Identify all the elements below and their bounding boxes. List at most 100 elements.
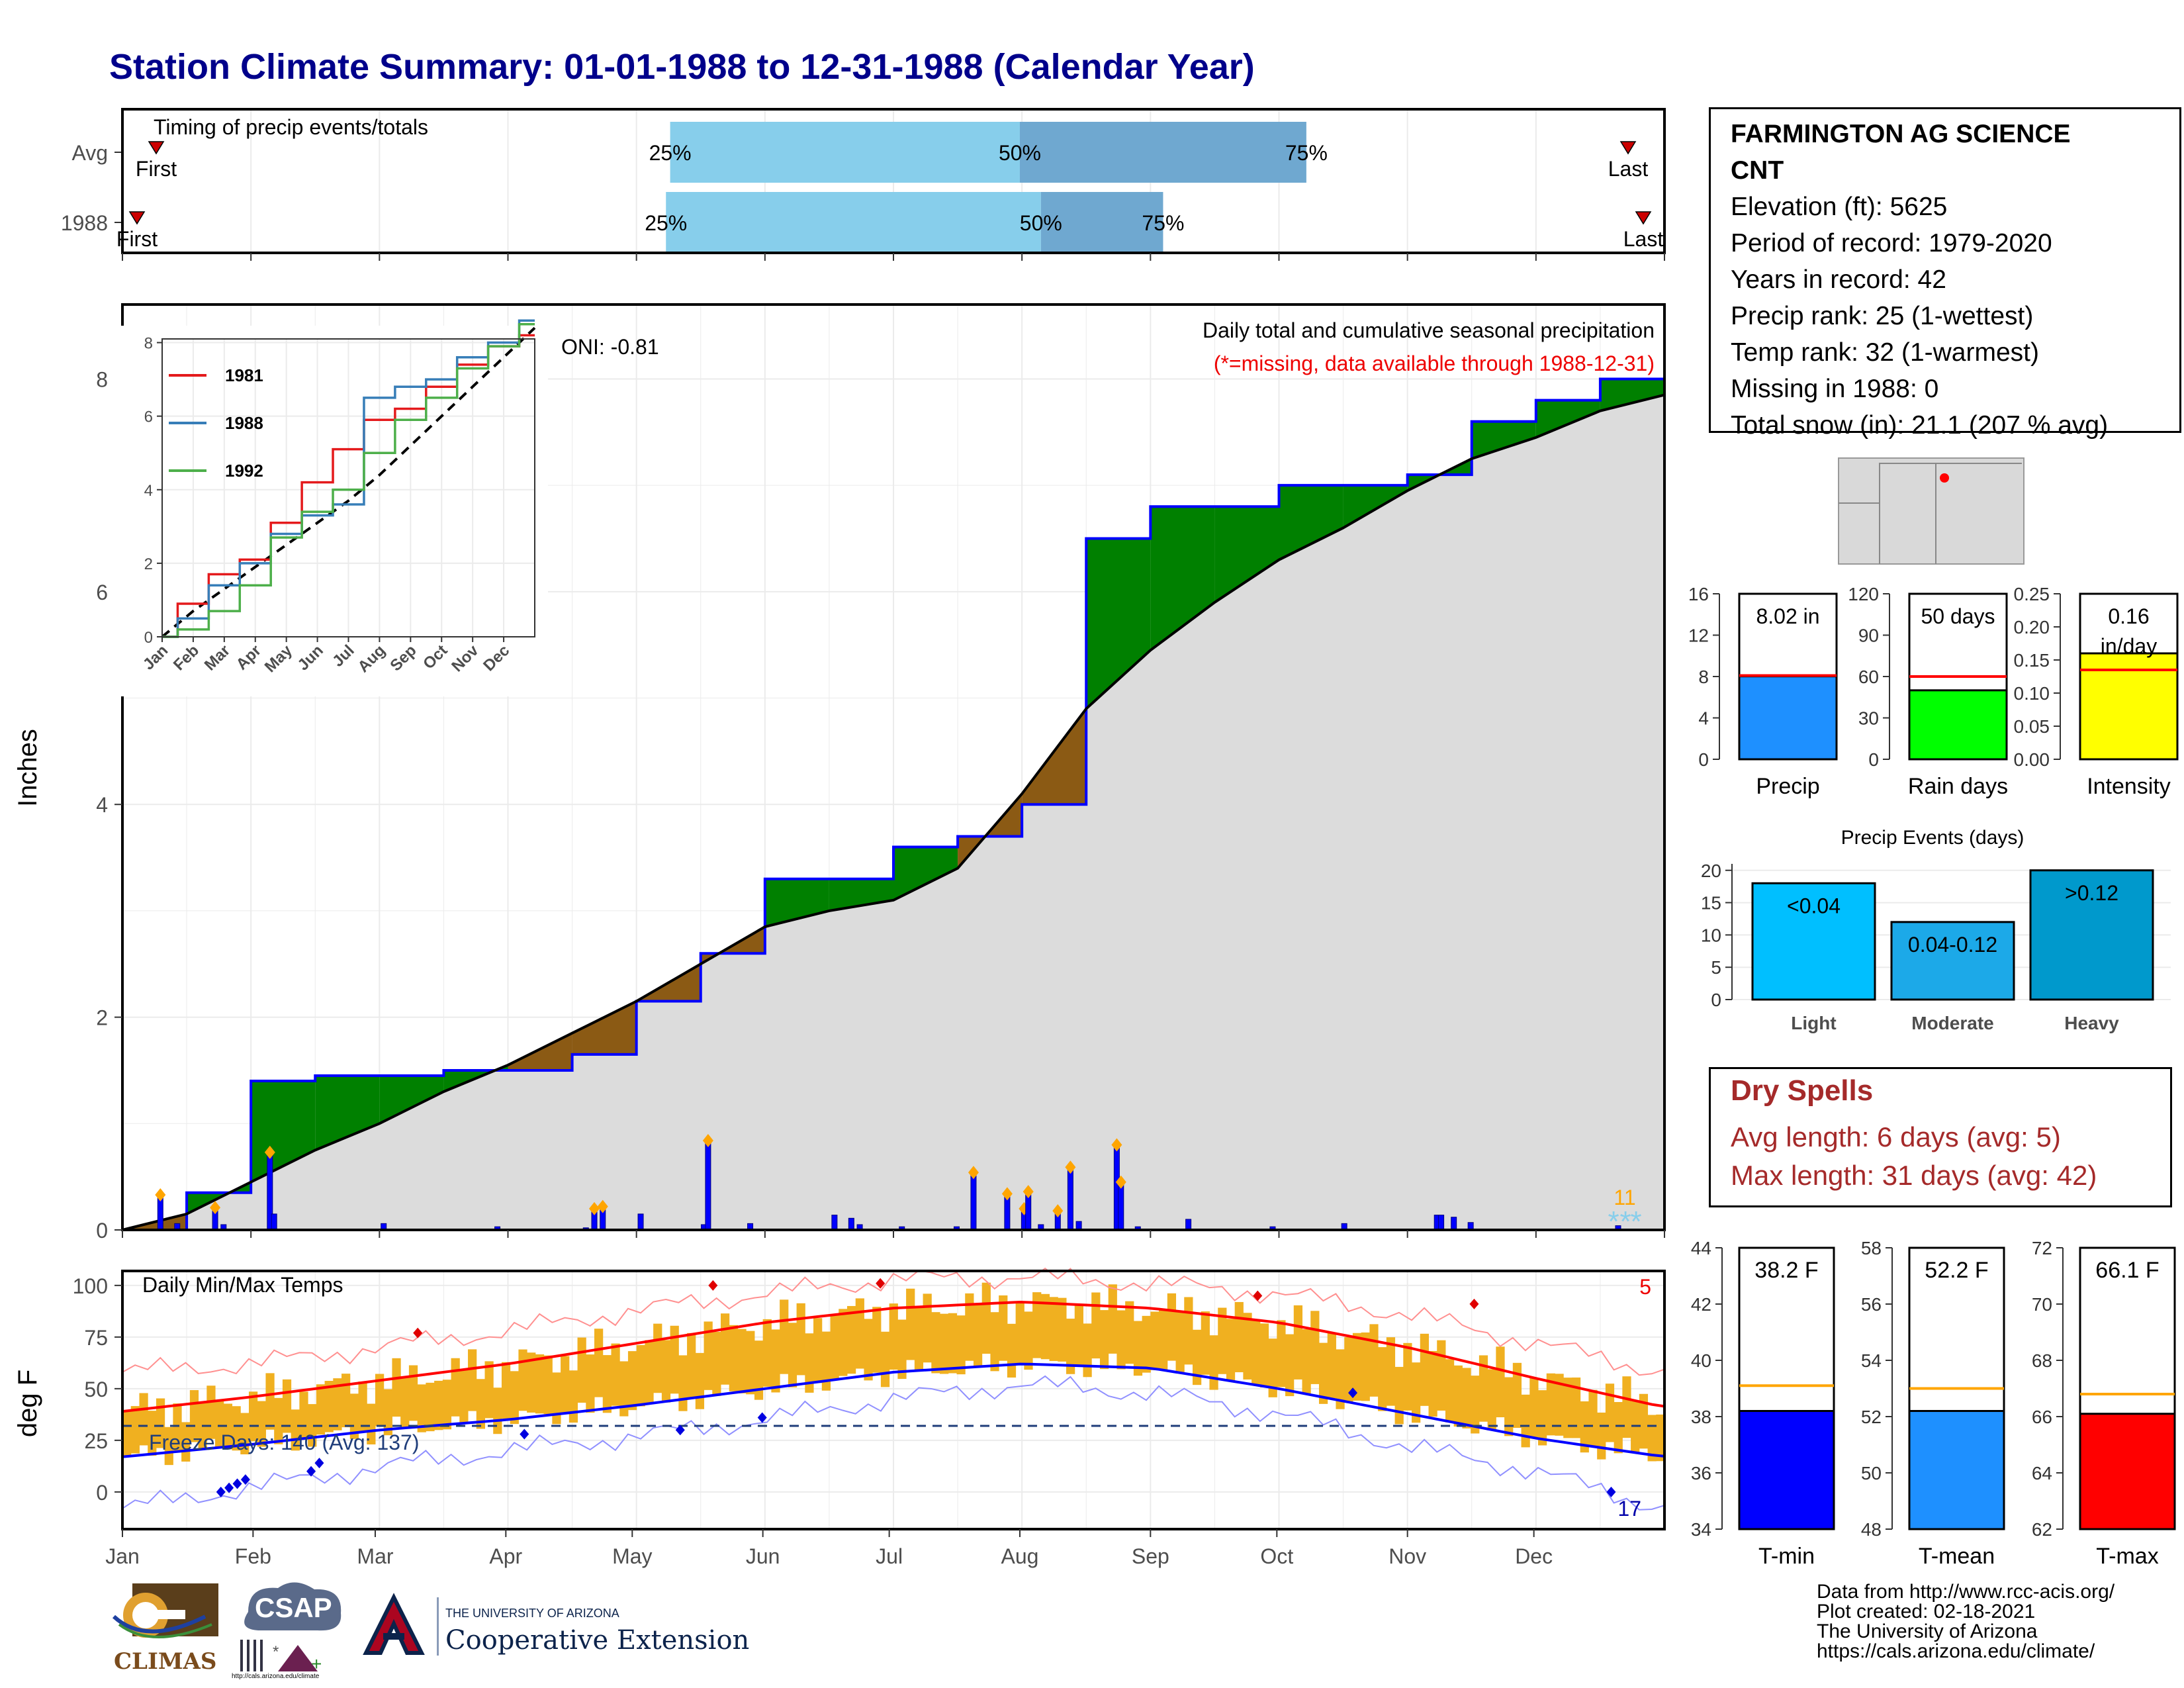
temp-daily-range-bar [906,1288,915,1360]
temp-daily-range-bar [695,1352,705,1409]
ua-cooperative-extension: Cooperative Extension [445,1625,750,1656]
temp-daily-range-bar [1310,1311,1320,1384]
precip-y-tick-label: 4 [96,793,108,817]
temp-bar-tick-label: 52 [1861,1407,1882,1427]
timing-bar-q25-q50 [670,122,1020,183]
temp-record-low-marker [520,1429,529,1440]
snow-marker: * [1608,1205,1619,1238]
temp-bar-tick-label: 58 [1861,1238,1882,1258]
precip-event-marker [210,1201,221,1215]
temp-daily-range-bar [459,1370,469,1424]
temp-record-high-line [122,1267,1665,1376]
precip-anomaly-fill [1022,708,1087,805]
temp-record-low-line [122,1375,1665,1511]
temp-daily-range-bar [148,1411,157,1456]
temp-daily-range-bar [1285,1334,1295,1397]
temp-record-high-marker [708,1280,718,1291]
temp-daily-range-bar [1302,1329,1311,1395]
temp-daily-range-bar [392,1358,401,1417]
precip-daily-bar [1118,1182,1124,1231]
temp-record-low-marker [240,1474,250,1485]
temp-panel-frame [121,1270,1666,1530]
temp-daily-range-bar [611,1343,620,1406]
station-snow: Total snow (in): 21.1 (207 % avg) [1731,411,2109,440]
temp-daily-range-bar [156,1398,165,1448]
precip-anomaly-fill [1535,400,1600,438]
temp-record-high-marker [1469,1298,1479,1309]
precip-event-marker [1052,1204,1064,1218]
svg-text:*: * [273,1643,279,1661]
precip-daily-bar [705,1140,711,1231]
temp-x-tick-label: Jun [746,1544,780,1568]
precip-event-marker [597,1199,608,1213]
precip-event-marker [155,1188,166,1201]
temp-y-tick-label: 25 [84,1429,108,1453]
temp-daily-range-bar [1420,1333,1429,1406]
temp-daily-range-bar [973,1305,983,1368]
station-elevation: Elevation (ft): 5625 [1731,193,1948,221]
temp-bar-T-mean [1908,1410,2005,1530]
snow-marker: * [1630,1205,1641,1238]
temp-daily-range-bar [931,1312,940,1374]
temp-bar-tick-label: 72 [2032,1238,2052,1258]
temp-x-tick-label: Dec [1515,1544,1553,1568]
temp-daily-range-bar [636,1344,645,1407]
precip-cumulative-line [122,377,1664,1231]
temp-daily-range-bar [586,1354,595,1413]
temp-daily-range-bar [813,1318,823,1383]
precip-daily-bar [1438,1215,1445,1231]
temp-daily-range-bar [569,1370,578,1423]
temp-daily-range-bar [527,1352,536,1413]
temp-daily-range-bar [543,1355,553,1415]
temp-bar-name: T-max [2096,1544,2158,1569]
temp-daily-range-bar [1521,1394,1530,1448]
temp-daily-range-bar [594,1329,604,1397]
temp-daily-range-bar [1336,1349,1345,1409]
temp-daily-range-bar [383,1389,392,1436]
temp-daily-range-bar [1546,1373,1555,1436]
timing-row-label: 1988 [61,211,108,235]
temp-daily-range-bar [1563,1378,1572,1438]
temp-record-low-marker [1348,1387,1358,1399]
temp-daily-range-bar [948,1313,957,1374]
timing-p25-label: 25% [649,141,692,165]
precip-anomaly-fill [1214,506,1279,602]
summary-bar-tick-label: 0 [1868,749,1879,770]
summary-bar-tick-label: 12 [1688,626,1709,646]
timing-first-marker [148,141,165,155]
summary-bar-tick-label: 4 [1698,708,1709,729]
temp-daily-range-bar [408,1365,418,1421]
inset-y-tick-label: 8 [144,335,153,353]
temp-daily-range-bar [1175,1311,1185,1372]
temp-bar-tick-label: 44 [1691,1238,1711,1258]
temp-daily-range-bar [1251,1319,1261,1385]
temp-daily-range-bar [687,1333,696,1398]
summary-bar-name: Intensity [2087,774,2171,799]
dry-spells-box: Dry Spells Avg length: 6 days (avg: 5) M… [1709,1067,2172,1207]
temp-x-tick-label: Feb [235,1544,271,1568]
temp-daily-range-bar [341,1374,351,1428]
temp-daily-range-bar [821,1331,831,1391]
station-info-box: FARMINGTON AG SCIENCE CNT Elevation (ft)… [1709,107,2181,440]
temp-daily-range-bar [880,1331,890,1387]
oni-label: ONI: -0.81 [561,335,659,359]
dry-spells-max: Max length: 31 days (avg: 42) [1731,1160,2097,1191]
precip-events-bar-name: Heavy [2064,1013,2119,1033]
temp-daily-range-bar [729,1325,738,1391]
precip-event-marker [702,1134,713,1148]
temp-daily-range-bar [1024,1311,1033,1370]
precip-event-marker [1001,1187,1013,1201]
temp-daily-range-bar [1083,1323,1092,1378]
timing-first-marker [128,211,146,225]
inset-y-tick-label: 0 [144,629,153,647]
temp-daily-range-bar [1462,1368,1471,1429]
dry-spells-avg: Avg length: 6 days (avg: 5) [1731,1121,2061,1152]
ua-separator [437,1597,439,1656]
precip-event-marker [1111,1138,1122,1152]
temp-daily-range-bar [1471,1376,1480,1434]
summary-bar-value-label: 8.02 in [1756,604,1819,628]
temp-record-low-marker [306,1466,316,1477]
temp-record-low-marker [216,1486,226,1497]
temp-daily-range-bar [1234,1301,1244,1372]
temp-daily-range-bar [678,1355,688,1411]
